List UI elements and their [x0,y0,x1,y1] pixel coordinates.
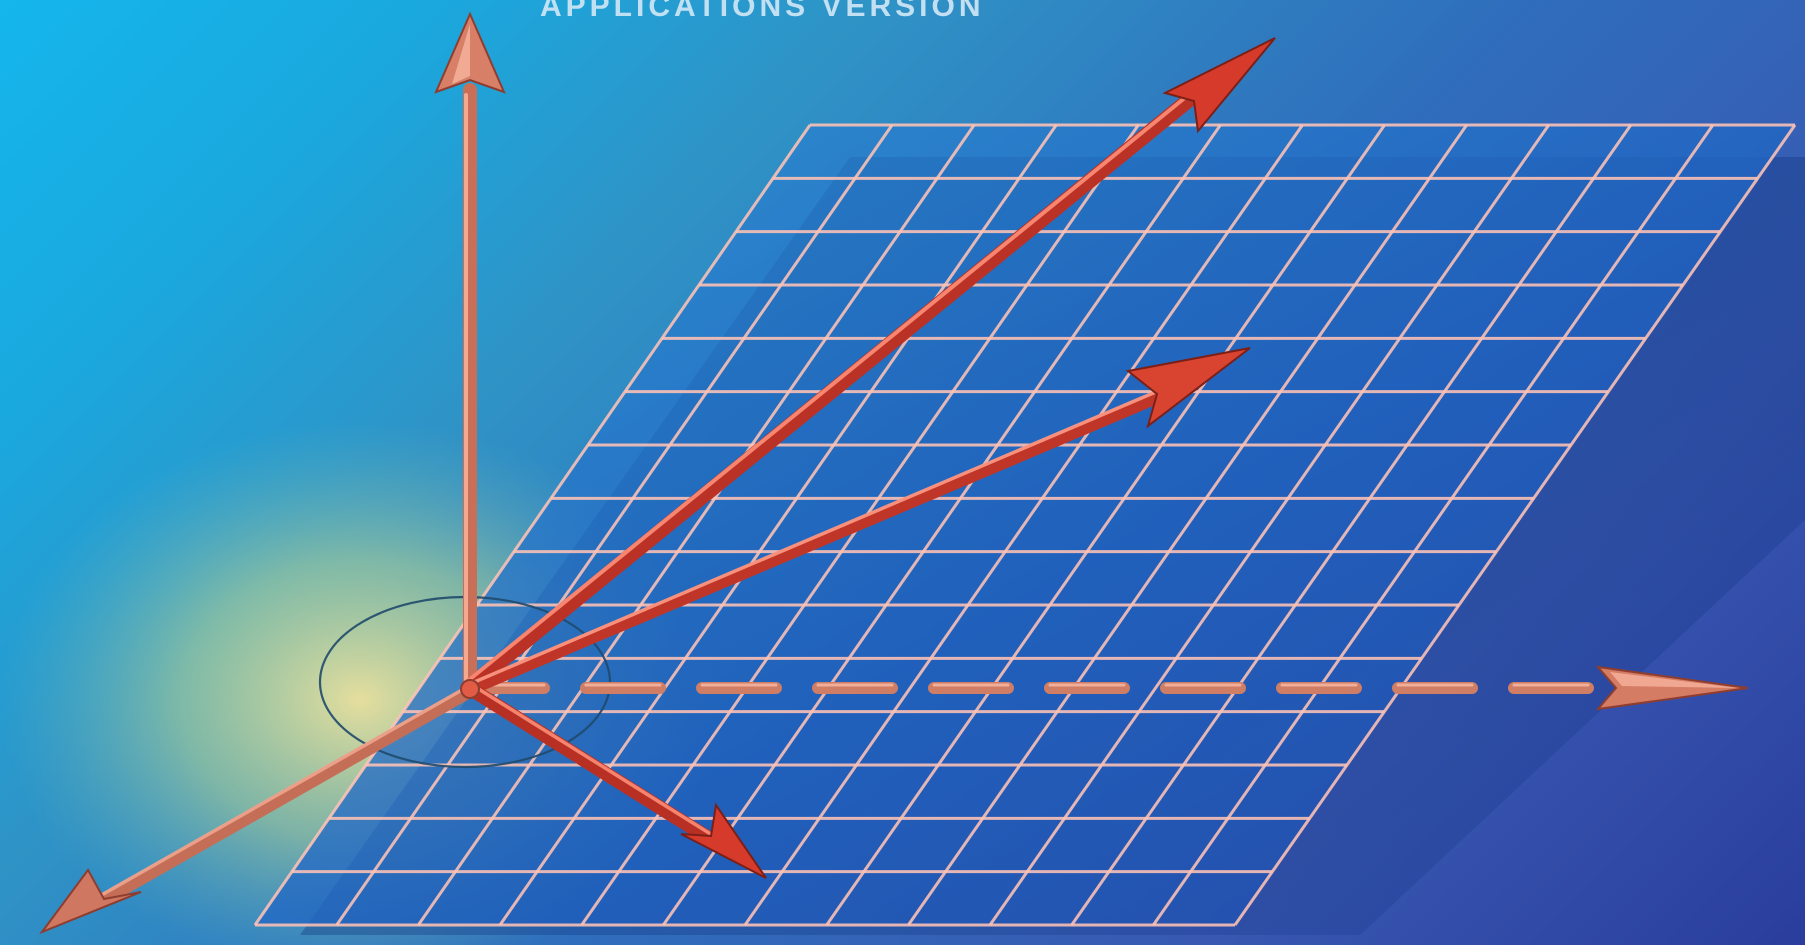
grid-line-vertical [253,124,812,926]
grid-line-vertical [825,124,1386,926]
grid-lines [253,123,1797,927]
vector-arrow-long [460,37,1276,696]
grid-line-vertical [498,124,1058,926]
up-arrow-icon [434,11,506,697]
vector-arrow-short [467,684,767,879]
grid-line-vertical [335,124,894,926]
grid-line-vertical [1070,124,1633,926]
grid-line-vertical [1233,124,1797,926]
grid-line-vertical [907,124,1468,926]
down-left-arrow-icon [39,683,479,935]
cover-title: APPLICATIONS VERSION [540,0,985,23]
grid-line-vertical [417,124,976,926]
origin-point [460,679,480,699]
right-arrow-icon [464,665,1749,711]
vector-arrow-middle [461,347,1251,697]
grid-line-vertical [743,124,1304,926]
grid-line-vertical [988,124,1550,926]
grid-line-vertical [1152,124,1715,926]
grid-line-vertical [662,124,1222,926]
